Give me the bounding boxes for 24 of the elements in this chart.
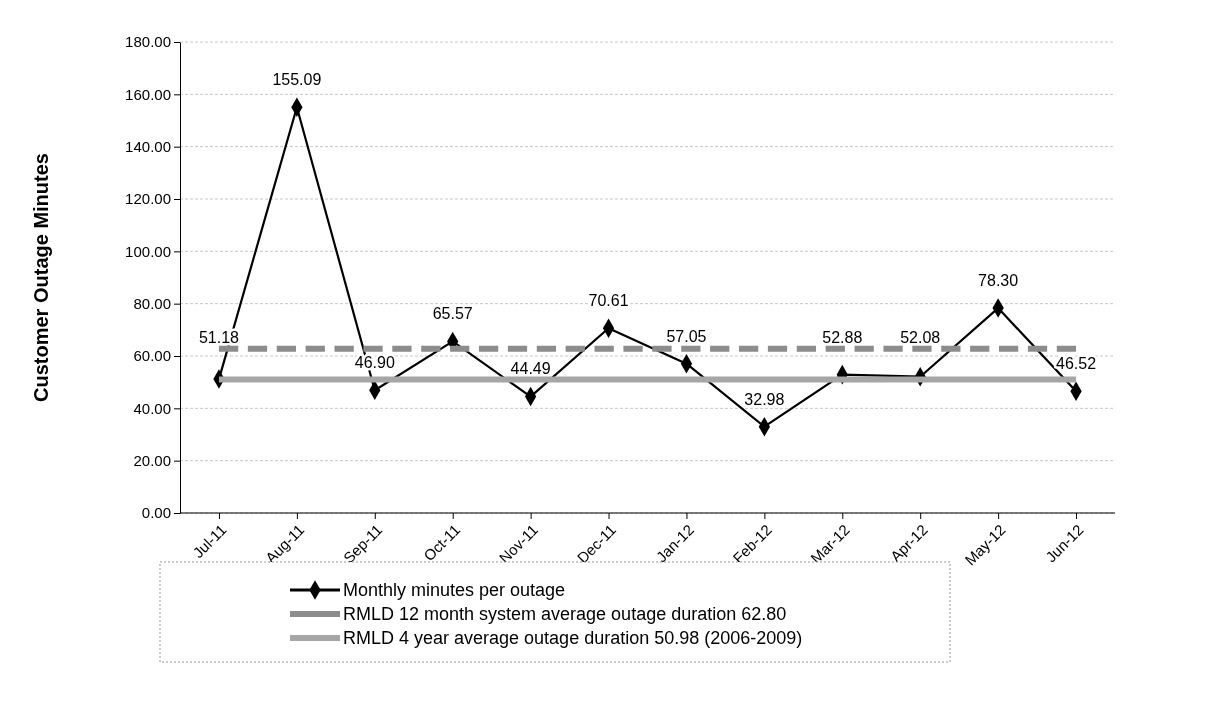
y-tick-label: 180.00: [125, 33, 171, 51]
data-label: 57.05: [666, 327, 707, 345]
y-tick-label: 20.00: [133, 451, 171, 469]
y-tick-label: 100.00: [125, 242, 171, 260]
y-tick-label: 0.00: [141, 504, 171, 522]
data-label: 46.52: [1056, 355, 1097, 373]
legend-label: Monthly minutes per outage: [343, 580, 566, 600]
y-tick-label: 160.00: [125, 85, 171, 103]
data-label: 32.98: [744, 390, 785, 408]
data-label: 52.88: [822, 328, 863, 346]
data-label: 155.09: [272, 71, 322, 89]
y-tick-label: 60.00: [133, 347, 171, 365]
y-tick-label: 80.00: [133, 294, 171, 312]
legend-label: RMLD 4 year average outage duration 50.98 (2006-2009): [343, 628, 803, 648]
y-tick-label: 140.00: [125, 137, 171, 155]
data-label: 70.61: [588, 292, 629, 310]
legend-label: RMLD 12 month system average outage duration 62.80: [343, 604, 787, 624]
data-label: 44.49: [510, 359, 551, 377]
y-axis-title: Customer Outage Minutes: [30, 153, 52, 402]
y-tick-label: 40.00: [133, 399, 171, 417]
data-label: 78.30: [978, 272, 1019, 290]
data-label: 65.57: [432, 305, 473, 323]
data-label: 52.08: [900, 328, 941, 346]
y-tick-label: 120.00: [125, 190, 171, 208]
